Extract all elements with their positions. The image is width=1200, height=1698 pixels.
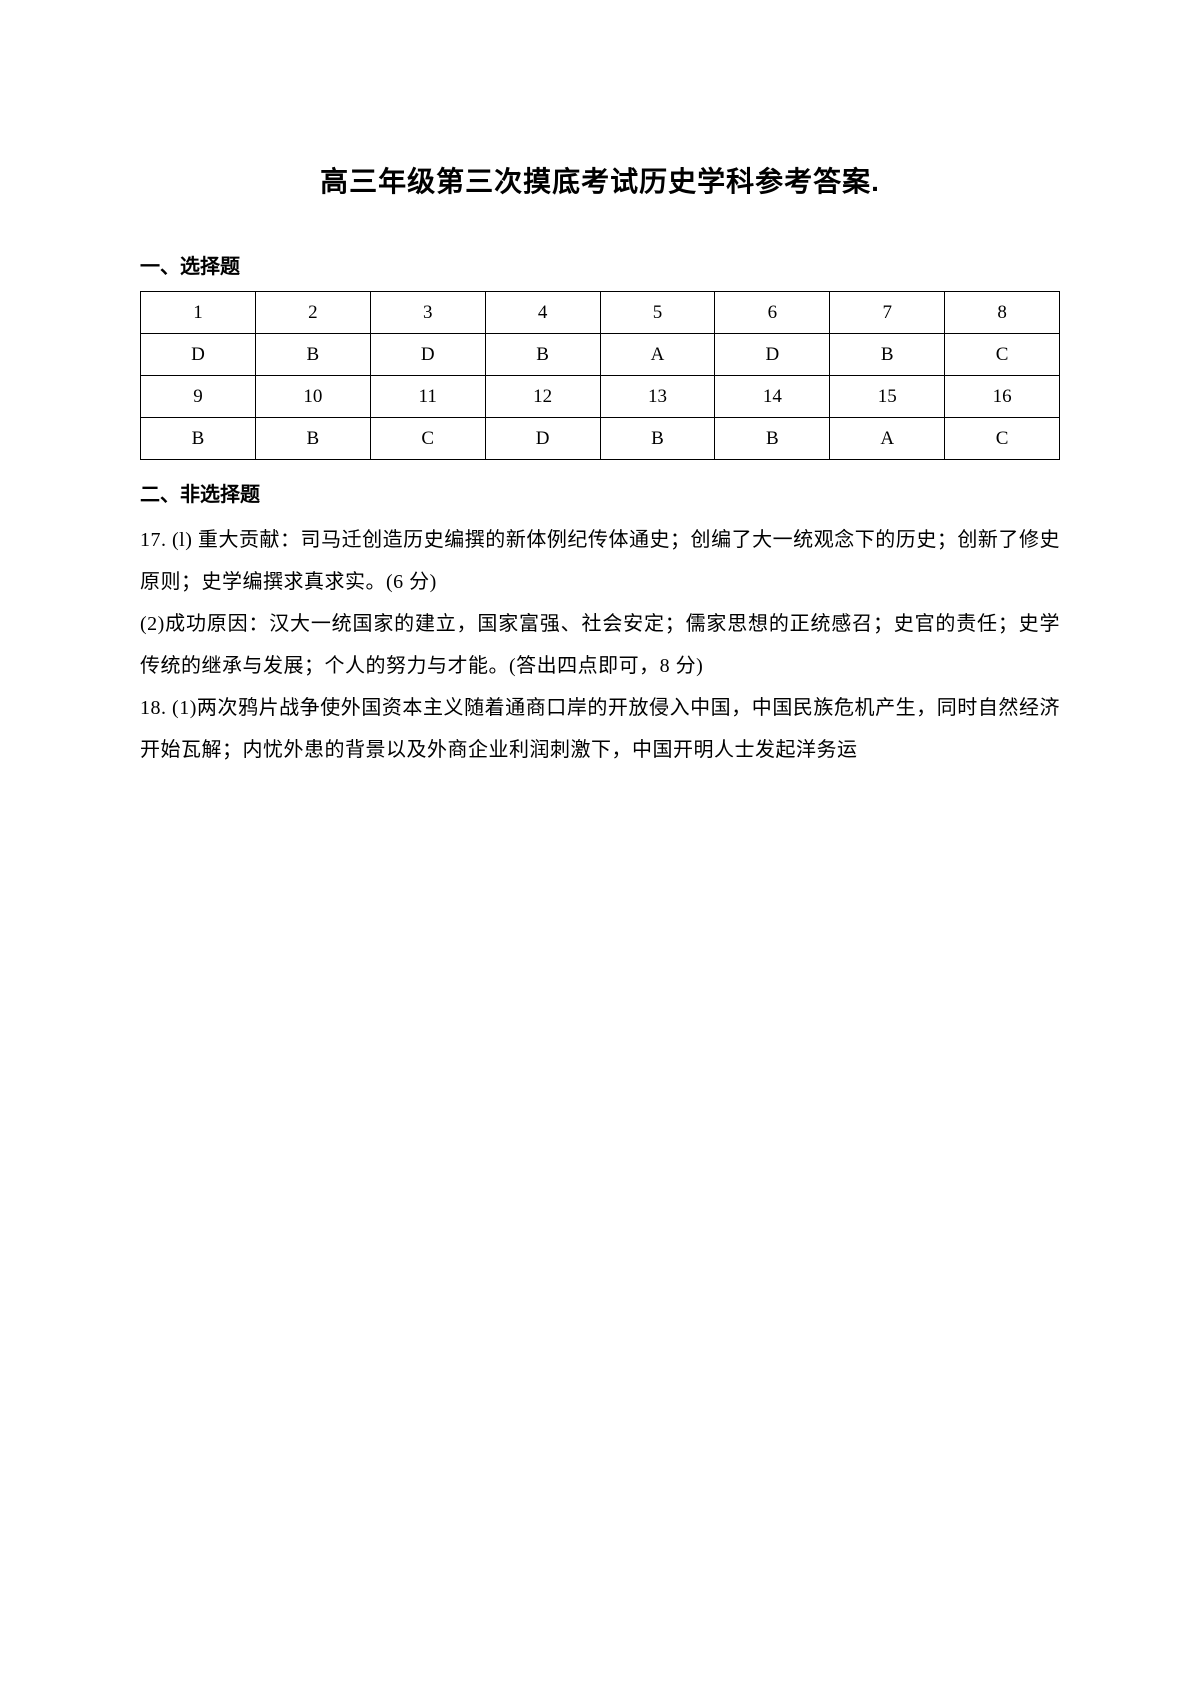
table-cell: 16 [945, 376, 1060, 418]
table-cell: C [945, 418, 1060, 460]
table-cell: B [830, 334, 945, 376]
table-cell: D [485, 418, 600, 460]
table-row: D B D B A D B C [141, 334, 1060, 376]
table-cell: D [715, 334, 830, 376]
table-cell: A [600, 334, 715, 376]
question-17-part-1: 17. (l) 重大贡献：司马迁创造历史编撰的新体例纪传体通史；创编了大一统观念… [140, 519, 1060, 603]
question-18-part-1: 18. (1)两次鸦片战争使外国资本主义随着通商口岸的开放侵入中国，中国民族危机… [140, 687, 1060, 771]
table-cell: 2 [255, 292, 370, 334]
table-row: B B C D B B A C [141, 418, 1060, 460]
table-cell: A [830, 418, 945, 460]
table-cell: 1 [141, 292, 256, 334]
table-cell: B [141, 418, 256, 460]
table-cell: D [370, 334, 485, 376]
table-cell: 12 [485, 376, 600, 418]
table-cell: 13 [600, 376, 715, 418]
table-cell: 7 [830, 292, 945, 334]
table-row: 9 10 11 12 13 14 15 16 [141, 376, 1060, 418]
table-cell: 11 [370, 376, 485, 418]
table-row: 1 2 3 4 5 6 7 8 [141, 292, 1060, 334]
table-cell: 8 [945, 292, 1060, 334]
table-cell: D [141, 334, 256, 376]
table-cell: B [485, 334, 600, 376]
page-content: 高三年级第三次摸底考试历史学科参考答案. 一、选择题 1 2 3 4 5 6 7… [0, 0, 1200, 771]
table-cell: 4 [485, 292, 600, 334]
table-cell: 3 [370, 292, 485, 334]
table-cell: C [370, 418, 485, 460]
answer-table: 1 2 3 4 5 6 7 8 D B D B A D B C 9 10 11 … [140, 291, 1060, 460]
table-cell: 15 [830, 376, 945, 418]
document-title: 高三年级第三次摸底考试历史学科参考答案. [140, 160, 1060, 200]
table-cell: B [255, 334, 370, 376]
section-2-heading: 二、非选择题 [140, 478, 1060, 507]
table-cell: B [255, 418, 370, 460]
section-1-heading: 一、选择题 [140, 250, 1060, 279]
table-cell: 9 [141, 376, 256, 418]
table-cell: 5 [600, 292, 715, 334]
question-17-part-2: (2)成功原因：汉大一统国家的建立，国家富强、社会安定；儒家思想的正统感召；史官… [140, 603, 1060, 687]
table-cell: B [600, 418, 715, 460]
table-cell: B [715, 418, 830, 460]
table-cell: C [945, 334, 1060, 376]
table-cell: 10 [255, 376, 370, 418]
table-cell: 14 [715, 376, 830, 418]
table-cell: 6 [715, 292, 830, 334]
